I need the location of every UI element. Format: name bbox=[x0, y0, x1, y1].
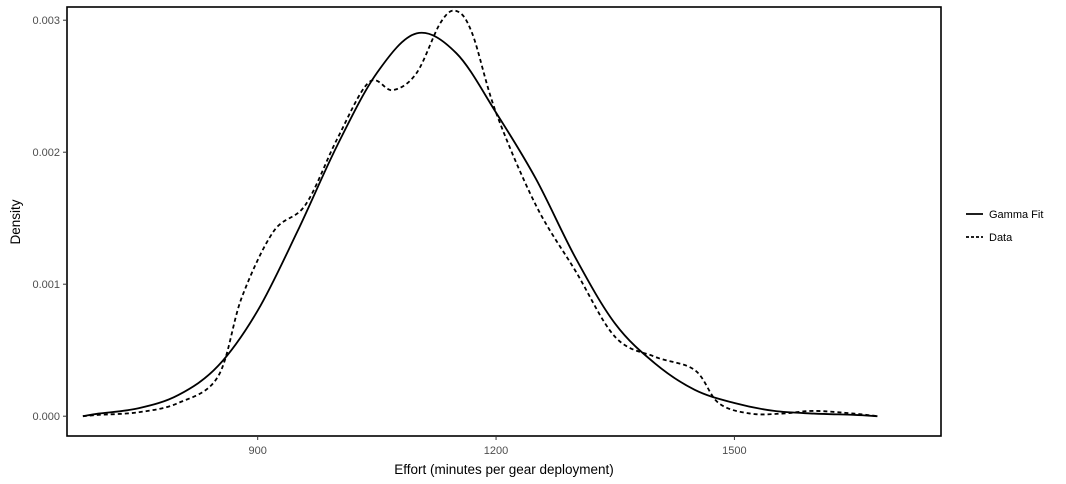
legend-label: Gamma Fit bbox=[989, 209, 1043, 221]
y-tick-label: 0.000 bbox=[32, 411, 60, 423]
series-line-data bbox=[82, 9, 878, 418]
legend: Gamma Fit Data bbox=[966, 209, 1043, 244]
y-tick-label: 0.002 bbox=[32, 147, 60, 159]
legend-label: Data bbox=[989, 232, 1013, 244]
y-tick-label: 0.001 bbox=[32, 279, 60, 291]
y-axis: 0.000 0.001 0.002 0.003 bbox=[32, 15, 67, 423]
plot-panel bbox=[66, 6, 942, 437]
x-axis-title: Effort (minutes per gear deployment) bbox=[394, 462, 614, 477]
y-tick-label: 0.003 bbox=[32, 15, 60, 27]
series-line-gamma-fit bbox=[82, 31, 878, 418]
x-tick-label: 1500 bbox=[722, 445, 746, 457]
y-axis-title: Density bbox=[8, 199, 23, 244]
x-tick-label: 1200 bbox=[484, 445, 508, 457]
x-tick-label: 900 bbox=[249, 445, 267, 457]
series-layer bbox=[82, 9, 878, 418]
x-axis: 900 1200 1500 bbox=[249, 436, 747, 457]
